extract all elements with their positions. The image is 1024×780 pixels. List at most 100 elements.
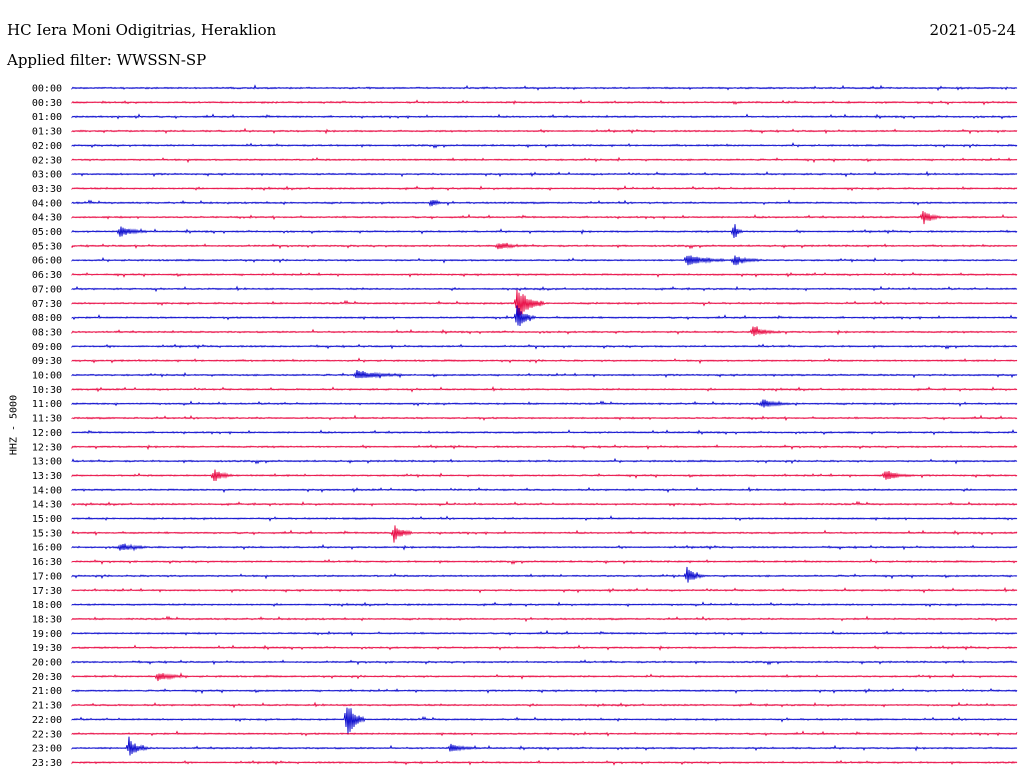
time-tick-label: 18:30 [32,614,62,625]
trace-line [71,429,1018,436]
trace-line [71,289,1018,319]
time-tick-label: 08:00 [32,313,62,324]
trace-line [71,357,1018,365]
trace-line [71,99,1018,106]
trace-line [71,399,1018,408]
trace-line [71,515,1018,522]
time-tick-label: 15:30 [32,528,62,539]
time-tick-label: 02:30 [32,155,62,166]
time-tick-label: 22:00 [32,715,62,726]
time-tick-label: 17:00 [32,571,62,582]
time-tick-label: 15:00 [32,514,62,525]
time-tick-label: 11:00 [32,399,62,410]
time-tick-label: 22:30 [32,729,62,740]
time-tick-label: 09:00 [32,342,62,353]
trace-line [71,601,1018,608]
trace-line [71,644,1018,652]
time-tick-label: 09:30 [32,356,62,367]
date-label: 2021-05-24 [929,21,1016,39]
trace-line [71,615,1018,623]
trace-line [71,586,1018,594]
time-tick-label: 23:30 [32,758,62,769]
time-tick-label: 21:00 [32,686,62,697]
time-tick-label: 04:00 [32,198,62,209]
time-tick-label: 01:00 [32,112,62,123]
trace-line [71,629,1018,637]
trace-line [71,224,1018,238]
trace-line [71,343,1018,350]
time-tick-label: 06:00 [32,256,62,267]
trace-line [71,185,1018,192]
trace-line [71,285,1018,293]
trace-line [71,84,1018,92]
time-tick-label: 19:00 [32,629,62,640]
station-title: HC Iera Moni Odigitrias, Heraklion [7,21,277,39]
trace-line [71,486,1018,494]
trace-line [71,457,1018,465]
time-tick-label: 10:00 [32,371,62,382]
time-tick-label: 20:30 [32,672,62,683]
trace-line [71,566,1018,583]
trace-line [71,525,1018,543]
trace-line [71,156,1018,164]
time-tick-label: 16:30 [32,557,62,568]
trace-line [71,759,1018,766]
time-tick-label: 08:30 [32,327,62,338]
time-tick-label: 20:00 [32,658,62,669]
trace-line [71,199,1018,207]
trace-line [71,255,1018,266]
trace-line [71,730,1018,737]
trace-line [71,687,1018,695]
trace-line [71,170,1018,178]
trace-line [71,672,1018,682]
time-tick-label: 13:00 [32,457,62,468]
trace-line [71,271,1018,278]
trace-line [71,370,1018,379]
trace-line [71,127,1018,135]
trace-line [71,543,1018,552]
trace-line [71,113,1018,120]
trace-line [71,444,1018,451]
time-tick-label: 18:00 [32,600,62,611]
time-tick-label: 19:30 [32,643,62,654]
time-tick-label: 04:30 [32,213,62,224]
time-tick-label: 14:00 [32,485,62,496]
time-tick-label: 10:30 [32,385,62,396]
time-tick-label: 02:00 [32,141,62,152]
trace-line [71,414,1018,422]
time-tick-label: 21:30 [32,701,62,712]
trace-line [71,701,1018,709]
trace-line [71,469,1018,481]
time-tick-label: 06:30 [32,270,62,281]
time-tick-label: 00:00 [32,84,62,95]
time-tick-label: 00:30 [32,98,62,109]
time-tick-label: 11:30 [32,414,62,425]
trace-line [71,558,1018,565]
time-tick-label: 03:30 [32,184,62,195]
time-tick-label: 07:30 [32,299,62,310]
time-tick-label: 03:00 [32,170,62,181]
time-tick-label: 13:30 [32,471,62,482]
filter-label: Applied filter: WWSSN-SP [7,51,207,69]
trace-line [71,242,1018,250]
trace-line [71,659,1018,666]
trace-line [71,305,1018,327]
time-tick-label: 12:00 [32,428,62,439]
time-tick-label: 17:30 [32,586,62,597]
time-tick-label: 23:00 [32,744,62,755]
time-tick-label: 07:00 [32,284,62,295]
time-tick-label: 16:00 [32,543,62,554]
time-tick-label: 12:30 [32,442,62,453]
time-tick-label: 14:30 [32,500,62,511]
time-tick-label: 05:00 [32,227,62,238]
trace-line [71,385,1018,393]
trace-line [71,500,1018,507]
trace-line [71,142,1018,149]
trace-line [71,326,1018,337]
trace-line [71,707,1018,734]
trace-line [71,736,1018,756]
trace-line [71,210,1018,225]
time-tick-label: 01:30 [32,127,62,138]
time-tick-label: 05:30 [32,241,62,252]
